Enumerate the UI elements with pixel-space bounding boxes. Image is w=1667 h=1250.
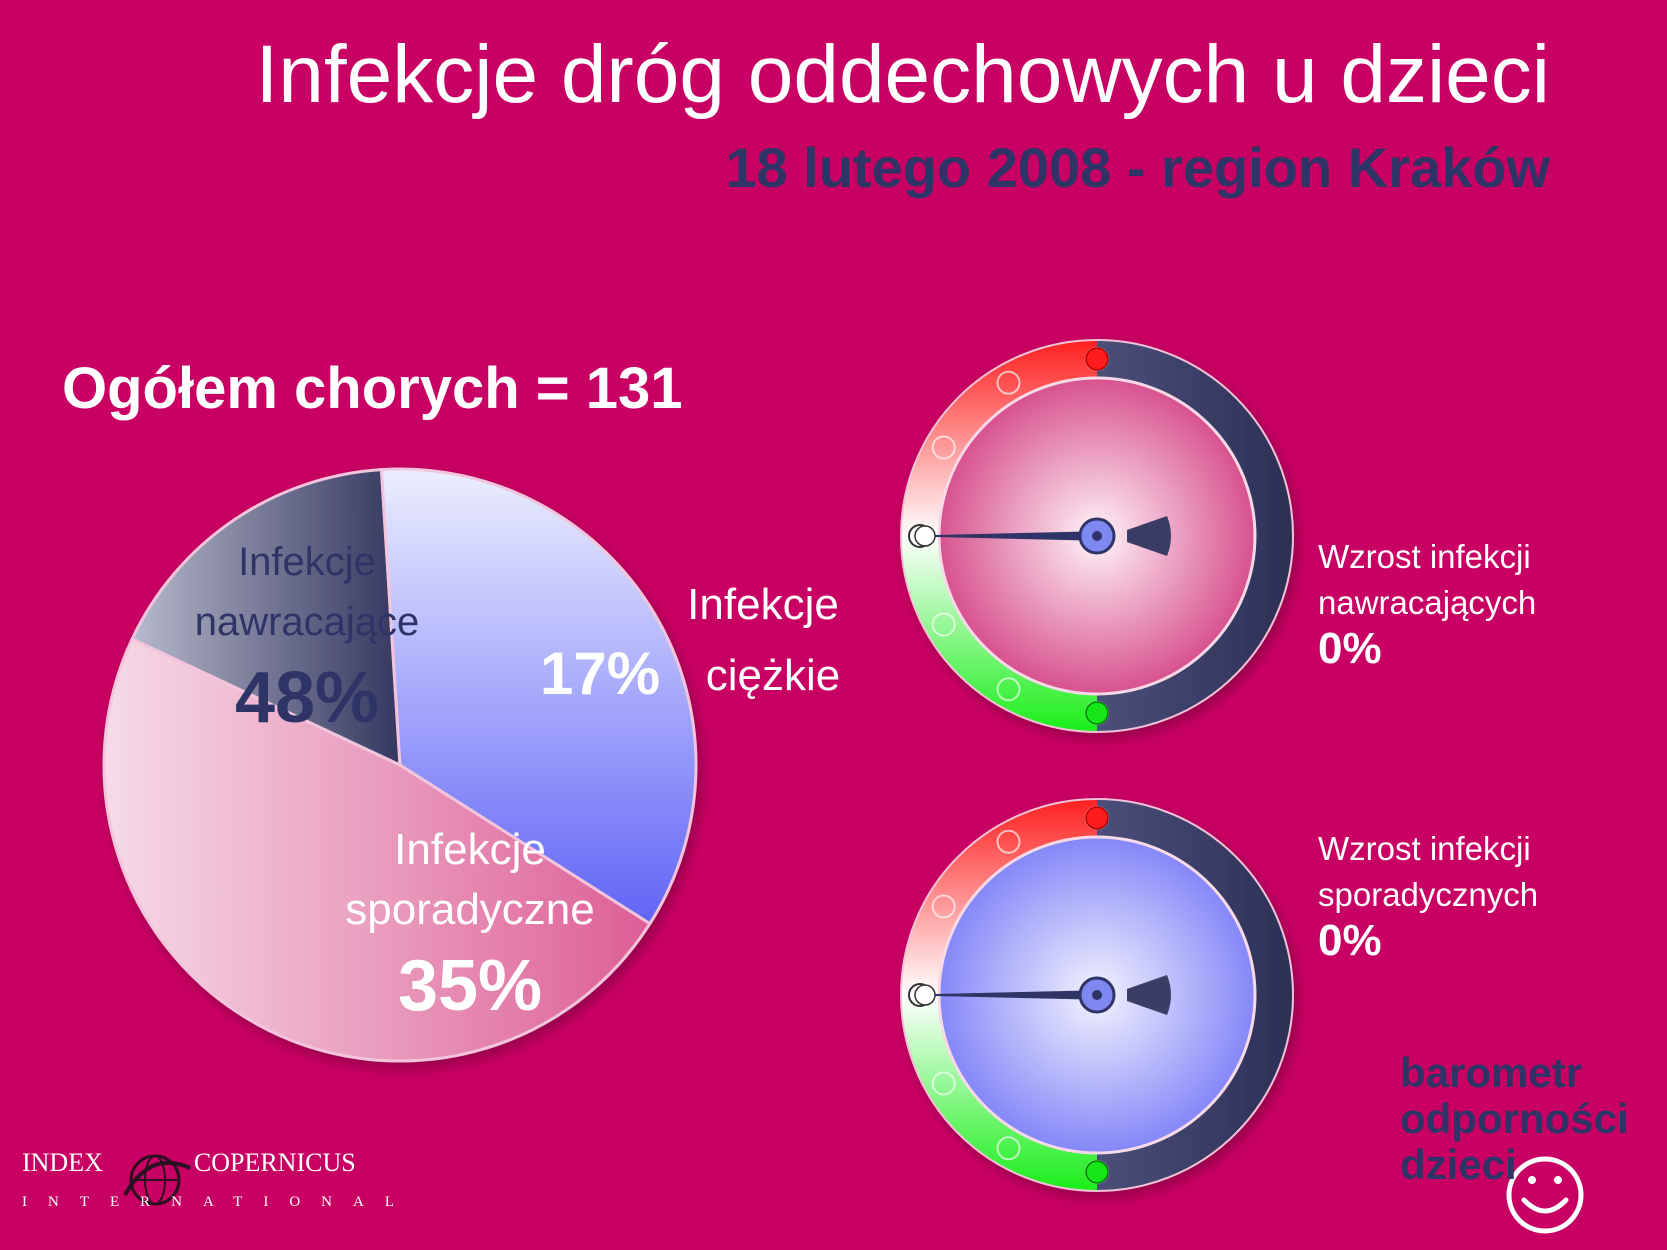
pie-slice-sporadyczne — [379, 467, 698, 926]
slice-label-nawracajace-1: Infekcje — [238, 540, 376, 584]
slice-label-nawracajace-2: nawracające — [195, 600, 420, 644]
gauge-tick — [931, 1071, 956, 1096]
slice-value-ciezkie: 17% — [540, 640, 660, 707]
gauge-outline — [900, 798, 1294, 1192]
gauge-max-marker — [1085, 347, 1109, 371]
gauge-tick — [931, 894, 956, 919]
page-subtitle: 18 lutego 2008 - region Kraków — [725, 136, 1550, 199]
gauge-min-marker — [1085, 1160, 1109, 1184]
slice-value-nawracajace: 48% — [235, 658, 379, 738]
gauge-tick — [996, 677, 1021, 702]
gauge-tick — [996, 1136, 1021, 1161]
gauge-needle — [914, 975, 1171, 1015]
gauge-sporadyczne — [900, 798, 1294, 1192]
gauge-tick — [996, 370, 1021, 395]
slice-value-sporadyczne: 35% — [398, 946, 542, 1026]
org-subtitle: INTERNATIONAL — [22, 1194, 415, 1210]
gauge-min-marker — [1085, 701, 1109, 725]
org-name-right: COPERNICUS — [193, 1148, 356, 1177]
pie-slice-nawracajace — [102, 636, 652, 1063]
gauge-nawracajace — [900, 339, 1294, 733]
smiley-icon — [1506, 1156, 1584, 1234]
gauge-tick — [931, 435, 956, 460]
brand-logo: barometr odporności dzieci — [1400, 1050, 1629, 1188]
gauge-outline — [900, 339, 1294, 733]
org-name-left: INDEX — [22, 1148, 103, 1177]
brand-line2: odporności — [1400, 1095, 1629, 1142]
slice-label-sporadyczne-1: Infekcje — [394, 825, 546, 874]
gauge-caption-line2: nawracających — [1318, 584, 1537, 621]
slice-label-ciezkie-1: Infekcje — [687, 580, 839, 629]
gauge-tick — [996, 829, 1021, 854]
gauge-caption-nawracajace: Wzrost infekcji nawracających 0% — [1318, 534, 1536, 672]
page-title: Infekcje dróg oddechowych u dzieci — [255, 29, 1550, 120]
gauge-tick — [931, 612, 956, 637]
pie-labels: Infekcje nawracające 48% 17% Infekcje ci… — [195, 540, 841, 1026]
gauge-max-marker — [1085, 806, 1109, 830]
gauge-value: 0% — [1318, 916, 1382, 965]
pie-chart — [102, 467, 698, 1063]
slice-label-sporadyczne-2: sporadyczne — [345, 885, 594, 934]
total-patients: Ogółem chorych = 131 — [62, 356, 683, 421]
brand-line1: barometr — [1400, 1049, 1583, 1096]
gauge-caption-sporadyczne: Wzrost infekcji sporadycznych 0% — [1318, 826, 1538, 964]
globe-icon — [123, 1154, 191, 1206]
org-logo: INDEX COPERNICUS INTERNATIONAL — [22, 1148, 415, 1211]
pie-slice-ciezkie — [130, 467, 402, 768]
gauge-caption-line1: Wzrost infekcji — [1318, 830, 1531, 867]
gauge-value: 0% — [1318, 624, 1382, 673]
gauge-caption-line2: sporadycznych — [1318, 876, 1539, 913]
gauge-caption-line1: Wzrost infekcji — [1318, 538, 1531, 575]
slice-label-ciezkie-2: ciężkie — [706, 651, 841, 700]
brand-line3: dzieci — [1400, 1141, 1517, 1188]
